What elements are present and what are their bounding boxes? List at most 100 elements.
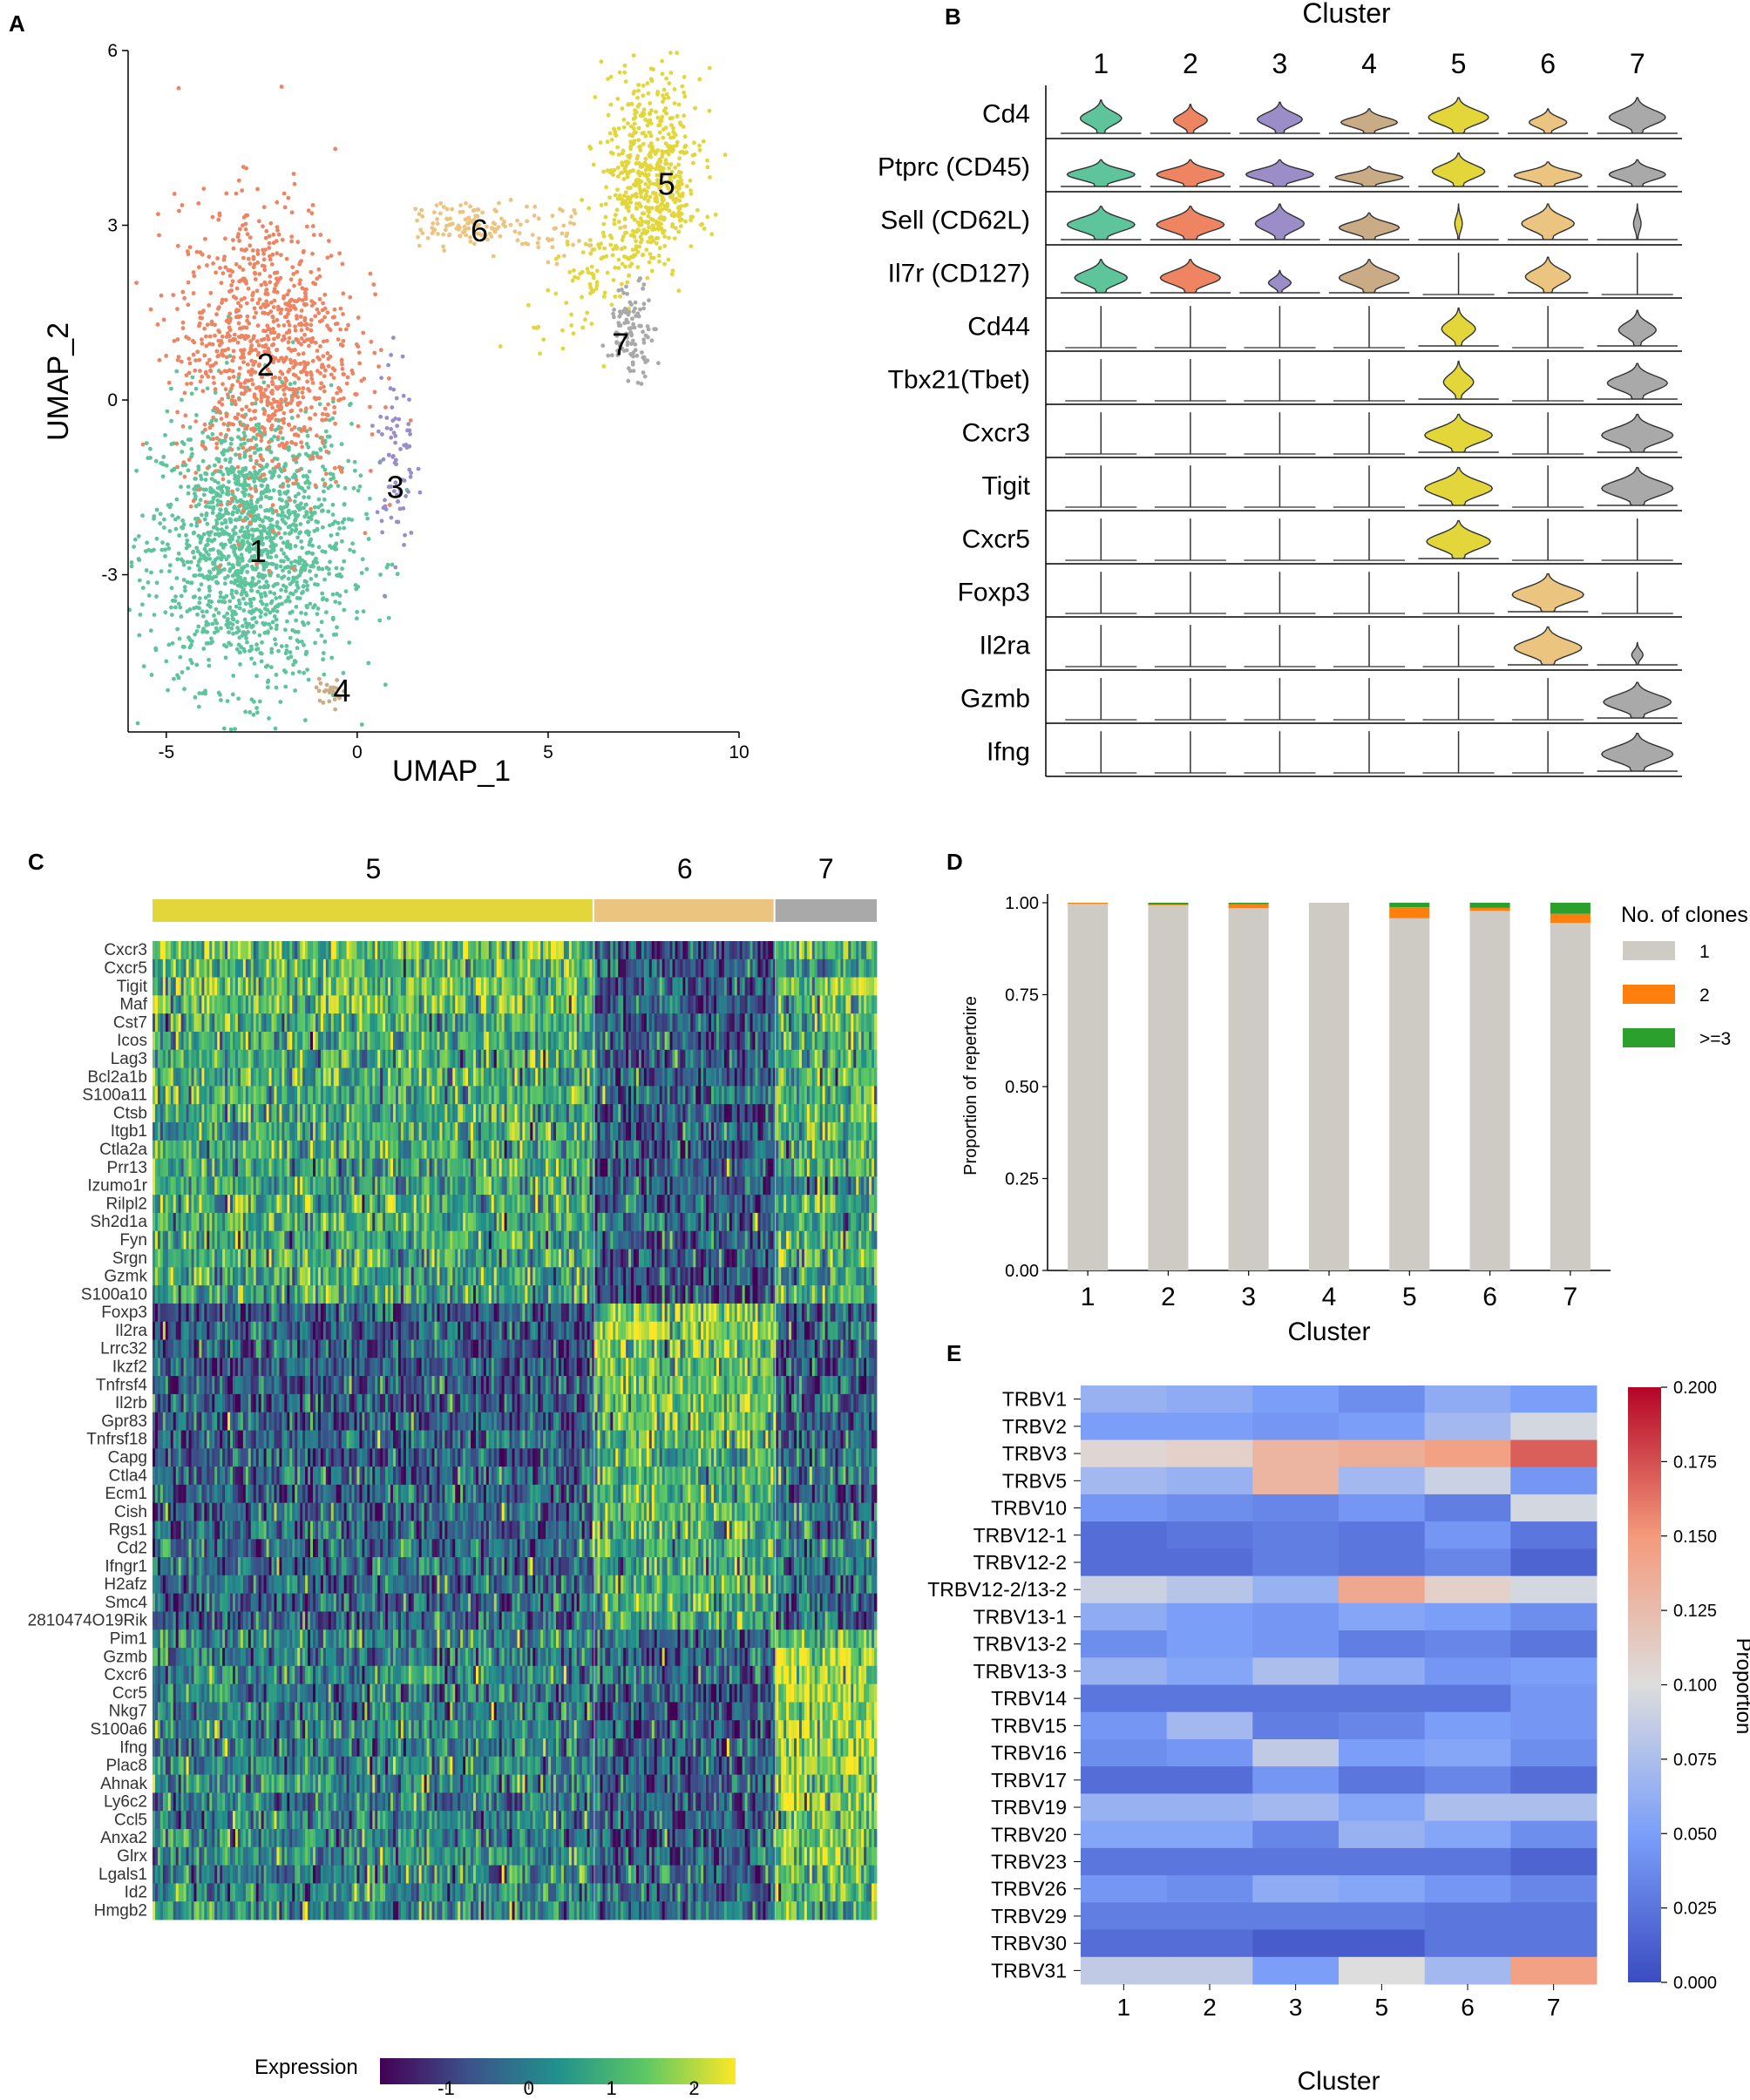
umap-point — [318, 448, 323, 452]
umap-point — [658, 203, 663, 207]
heatmap-cell — [403, 995, 407, 1014]
umap-point — [328, 559, 332, 565]
umap-point — [238, 498, 243, 504]
umap-point — [646, 327, 651, 332]
umap-point — [234, 647, 240, 652]
umap-point — [667, 81, 672, 86]
umap-point — [670, 224, 675, 229]
heatmap-cell — [613, 995, 616, 1014]
heatmap-cell — [255, 941, 260, 960]
heatmap-cell — [268, 959, 272, 978]
umap-point — [622, 231, 627, 235]
heatmap-cell — [364, 959, 368, 978]
umap-point — [258, 475, 263, 480]
heatmap-cell — [509, 941, 512, 960]
umap-point — [672, 236, 677, 240]
heatmap-cell — [693, 941, 696, 960]
heatmap-cell — [491, 977, 495, 996]
umap-point — [325, 434, 330, 439]
umap-point — [159, 461, 165, 465]
umap-point — [236, 556, 241, 561]
heatmap-cell — [597, 977, 600, 996]
umap-point — [490, 226, 495, 231]
heatmap-cell — [227, 977, 231, 996]
umap-point — [207, 585, 212, 589]
heatmap-cell — [615, 941, 619, 960]
umap-point — [300, 444, 304, 450]
umap-point — [262, 630, 268, 635]
umap-point — [292, 283, 296, 288]
umap-point — [297, 531, 302, 536]
umap-point — [207, 663, 212, 668]
heatmap-cell — [634, 959, 637, 978]
umap-point — [232, 505, 237, 509]
umap-point — [304, 442, 309, 446]
heatmap-cell — [703, 995, 707, 1014]
umap-point — [309, 564, 314, 569]
umap-point — [274, 627, 279, 632]
umap-point — [233, 416, 238, 420]
violin-row: Foxp3 — [958, 564, 1682, 618]
violin-shape — [1061, 159, 1142, 187]
umap-point — [580, 198, 584, 202]
umap-point — [569, 323, 574, 328]
umap-point — [246, 438, 250, 443]
heatmap-cell — [222, 941, 226, 960]
umap-point — [204, 504, 208, 509]
umap-point — [569, 214, 573, 220]
heatmap-cell — [493, 959, 498, 978]
umap-point — [299, 308, 304, 313]
heatmap-cell — [341, 977, 345, 996]
umap-point — [167, 529, 173, 533]
umap-point — [213, 532, 218, 537]
umap-point — [458, 210, 463, 214]
umap-point — [230, 613, 234, 618]
heatmap-cell — [268, 941, 272, 960]
heatmap-cell — [248, 941, 252, 960]
heatmap-cell — [212, 995, 215, 1014]
heatmap-cell — [695, 959, 699, 978]
umap-point — [281, 436, 285, 441]
heatmap-cell — [791, 977, 795, 996]
umap-point — [218, 590, 223, 595]
umap-point — [248, 498, 254, 503]
heatmap-cell — [602, 977, 606, 996]
umap-point — [291, 481, 295, 486]
umap-point — [329, 484, 333, 489]
heatmap-cell — [535, 959, 539, 978]
umap-point — [306, 495, 311, 500]
umap-point — [270, 503, 275, 508]
heatmap-cell — [731, 977, 736, 996]
heatmap-cell — [770, 959, 774, 978]
umap-point — [295, 456, 299, 461]
heatmap-cell — [493, 977, 498, 996]
umap-point — [282, 392, 287, 397]
heatmap-cell — [643, 941, 648, 960]
umap-point — [285, 502, 290, 507]
heatmap-cell — [217, 977, 220, 996]
umap-point — [268, 280, 273, 285]
umap-point — [306, 620, 310, 626]
umap-point — [641, 301, 647, 307]
umap-point — [628, 186, 633, 191]
heatmap-cell — [680, 995, 683, 1014]
heatmap-cell — [755, 941, 758, 960]
umap-point — [369, 339, 374, 344]
heatmap-cell — [706, 995, 709, 1014]
umap-point — [242, 484, 248, 488]
umap-point — [232, 332, 237, 337]
umap-point — [275, 623, 279, 628]
umap-point — [326, 402, 330, 407]
heatmap-cell — [866, 977, 870, 996]
heatmap-cell — [682, 941, 686, 960]
heatmap-cell — [654, 941, 658, 960]
umap-point — [261, 472, 267, 478]
heatmap-cell — [709, 959, 712, 978]
heatmap-cell — [372, 977, 376, 996]
heatmap-cell — [768, 941, 771, 960]
heatmap-cell — [659, 959, 663, 978]
umap-point — [288, 409, 294, 414]
heatmap-cell — [245, 959, 249, 978]
heatmap-cell — [558, 995, 562, 1014]
violin-shape — [1239, 159, 1320, 187]
